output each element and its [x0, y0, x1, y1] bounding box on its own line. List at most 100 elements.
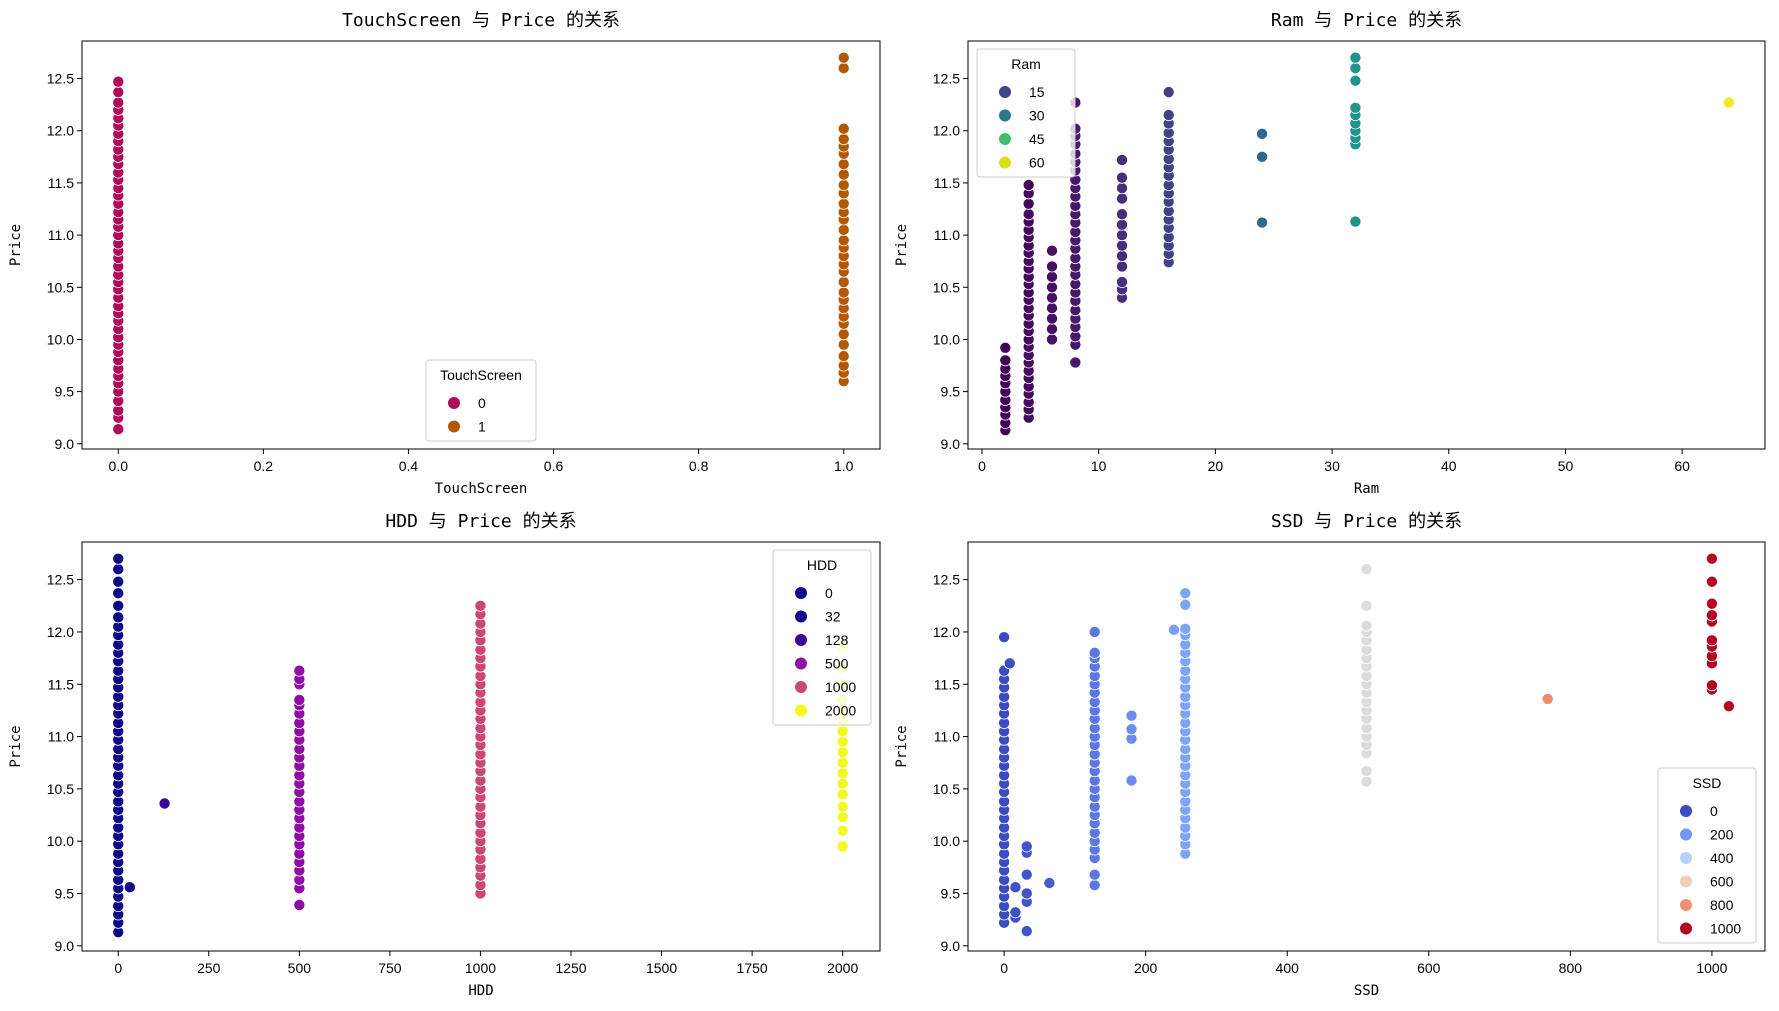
data-point [1116, 192, 1129, 205]
data-point [1046, 270, 1059, 283]
data-point [112, 587, 125, 600]
data-point [158, 797, 171, 810]
data-point [1349, 51, 1362, 64]
data-point [999, 341, 1012, 354]
data-point [1360, 563, 1373, 576]
data-point [1116, 171, 1129, 184]
data-point [1046, 333, 1059, 346]
data-point [112, 599, 125, 612]
data-point [836, 840, 849, 853]
legend-marker [1680, 805, 1692, 817]
data-point [1360, 765, 1373, 778]
data-point [837, 234, 850, 247]
data-point [837, 223, 850, 236]
x-tick-label: 0 [1000, 960, 1008, 976]
legend-marker [1680, 875, 1692, 888]
data-point [1022, 178, 1035, 191]
y-tick-label: 10.0 [933, 833, 960, 849]
subplot-2: HDD 与 Price 的关系 0 250 500 750 1000 1250 1500 175… [8, 511, 881, 999]
legend-title: Ram [1011, 56, 1041, 72]
x-tick-label: 60 [1674, 458, 1690, 474]
x-tick-label: 800 [1559, 960, 1583, 976]
y-tick-label: 10.5 [933, 781, 960, 797]
x-tick-label: 20 [1208, 458, 1224, 474]
legend-label: 200 [1710, 827, 1734, 843]
data-point [293, 898, 306, 911]
data-point [1046, 291, 1059, 304]
data-point [1541, 692, 1554, 705]
legend-box [1657, 767, 1757, 944]
y-tick-label: 11.0 [934, 729, 960, 745]
x-tick-label: 1500 [646, 960, 677, 976]
legend-marker [1680, 899, 1692, 911]
legend-marker [795, 587, 807, 599]
data-point [999, 354, 1012, 367]
data-point [1162, 109, 1175, 122]
data-point [1349, 74, 1362, 87]
data-point [1125, 774, 1138, 787]
y-tick-label: 12.5 [47, 572, 74, 588]
data-point [112, 563, 125, 576]
chart-title: HDD 与 Price 的关系 [385, 511, 576, 532]
x-tick-label: 1250 [555, 960, 586, 976]
data-point [1116, 276, 1129, 289]
legend-marker [1680, 828, 1692, 841]
data-point [1179, 598, 1192, 611]
legend-box [976, 48, 1076, 178]
y-tick-label: 9.0 [55, 436, 75, 452]
data-point [1088, 868, 1101, 881]
data-point [1046, 302, 1059, 315]
x-tick-label: 2000 [827, 960, 858, 976]
axes-frame [81, 40, 881, 450]
legend-marker [1680, 922, 1692, 935]
data-point [836, 777, 849, 790]
data-point [1116, 182, 1129, 195]
legend-marker [795, 704, 807, 717]
data-point [112, 611, 125, 624]
subplot-0: TouchScreen 与 Price 的关系 0.0 0.2 0.4 0.6 0.8 1.… [8, 10, 881, 497]
legend-label: 45 [1029, 131, 1045, 147]
x-axis-label: TouchScreen [435, 481, 528, 497]
axes-frame [81, 541, 881, 952]
x-tick-label: 600 [1417, 960, 1441, 976]
data-point [1167, 623, 1180, 636]
data-point [1003, 657, 1016, 670]
y-tick-label: 10.0 [47, 833, 74, 849]
legend-marker [795, 681, 807, 693]
legend-marker [795, 657, 807, 670]
data-point [837, 168, 850, 181]
legend: HDD 0 32 128 500 1000 2000 [772, 549, 872, 726]
legend-marker [795, 634, 807, 646]
legend-marker [795, 610, 807, 623]
data-point [1046, 281, 1059, 294]
data-point [1046, 312, 1059, 325]
x-tick-label: 1.0 [834, 458, 854, 474]
data-point [837, 62, 850, 75]
data-point [1116, 229, 1129, 242]
data-point [837, 286, 850, 299]
data-point [998, 631, 1011, 644]
y-tick-label: 12.5 [933, 71, 960, 87]
data-point [836, 756, 849, 769]
data-point [1020, 868, 1033, 881]
data-point [1116, 153, 1129, 166]
data-point [112, 86, 125, 99]
data-point [1009, 881, 1022, 894]
data-point [1349, 101, 1362, 114]
legend: SSD 0 200 400 600 800 1000 [1657, 767, 1757, 944]
data-point [112, 423, 125, 436]
y-tick-label: 11.5 [48, 676, 74, 692]
data-point [1162, 86, 1175, 99]
legend: TouchScreen 0 1 [425, 359, 537, 442]
legend-label: 400 [1710, 850, 1734, 866]
chart-title: SSD 与 Price 的关系 [1271, 511, 1462, 532]
legend-marker [999, 133, 1011, 145]
legend-label: 15 [1029, 84, 1045, 100]
data-point [1705, 552, 1718, 565]
legend-marker [1680, 852, 1692, 864]
data-point [836, 788, 849, 801]
legend-marker [999, 86, 1011, 98]
legend-title: TouchScreen [440, 367, 522, 383]
data-point [1043, 877, 1056, 890]
